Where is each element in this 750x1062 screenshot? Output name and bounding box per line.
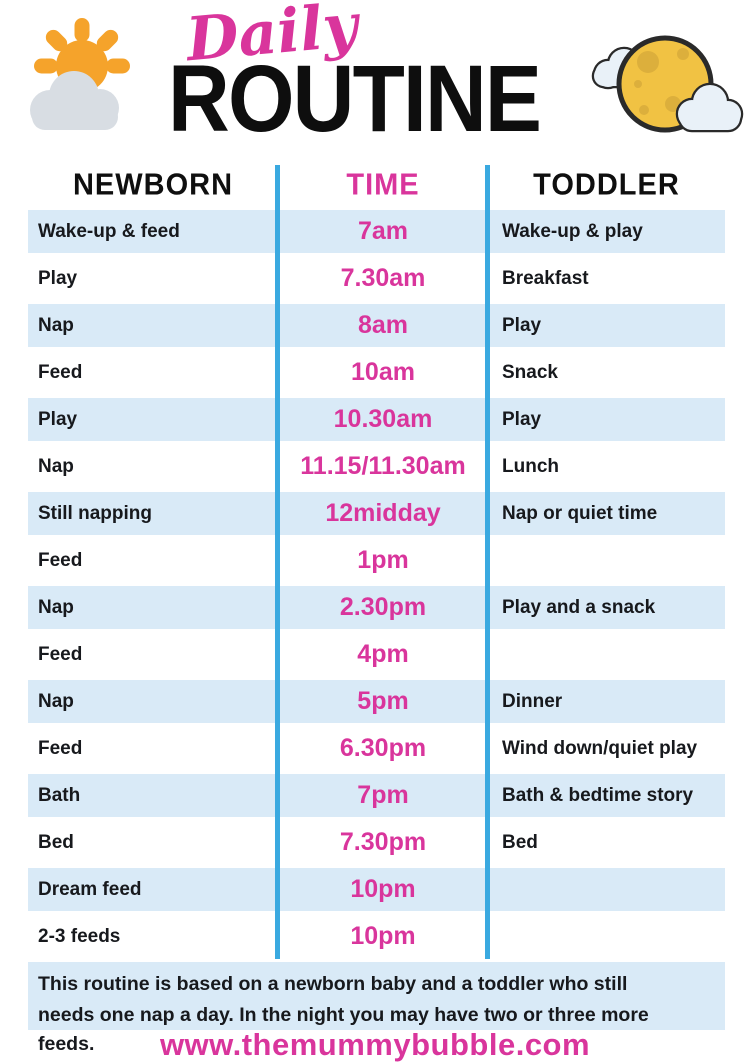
toddler-cell: Bed bbox=[502, 831, 538, 853]
footer-note-line2: needs one nap a day. In the night you ma… bbox=[38, 1004, 649, 1026]
table-row: Nap 5pm Dinner bbox=[28, 678, 725, 725]
table-header-row: NEWBORN TIME TODDLER bbox=[28, 163, 725, 208]
column-header-newborn: NEWBORN bbox=[72, 168, 234, 202]
table-row: Bath 7pm Bath & bedtime story bbox=[28, 772, 725, 819]
toddler-cell: Snack bbox=[502, 361, 558, 383]
toddler-cell: Nap or quiet time bbox=[502, 502, 658, 524]
toddler-cell: Lunch bbox=[502, 455, 559, 477]
toddler-cell: Bath & bedtime story bbox=[502, 784, 694, 806]
time-cell: 7am bbox=[357, 217, 409, 245]
table-row: Bed 7.30pm Bed bbox=[28, 819, 725, 866]
table-row: Nap 11.15/11.30am Lunch bbox=[28, 443, 725, 490]
newborn-cell: Feed bbox=[38, 643, 83, 665]
toddler-cell: Play and a snack bbox=[502, 596, 656, 618]
newborn-cell: Bath bbox=[38, 784, 81, 806]
column-header-time: TIME bbox=[346, 168, 420, 202]
table-row: Feed 4pm bbox=[28, 631, 725, 678]
table-row: Play 7.30am Breakfast bbox=[28, 255, 725, 302]
newborn-cell: Wake-up & feed bbox=[38, 220, 180, 242]
moon-with-clouds-icon bbox=[591, 35, 744, 133]
newborn-cell: Nap bbox=[38, 455, 74, 477]
newborn-cell: Feed bbox=[38, 737, 83, 759]
toddler-cell: Play bbox=[502, 408, 542, 430]
newborn-cell: Nap bbox=[38, 596, 74, 618]
time-cell: 10pm bbox=[350, 922, 416, 950]
table-row: Nap 2.30pm Play and a snack bbox=[28, 584, 725, 631]
toddler-cell: Dinner bbox=[502, 690, 563, 712]
table-row: Feed 10am Snack bbox=[28, 349, 725, 396]
newborn-cell: Nap bbox=[38, 314, 74, 336]
table-row: Feed 1pm bbox=[28, 537, 725, 584]
toddler-cell: Breakfast bbox=[502, 267, 589, 289]
toddler-cell: Wake-up & play bbox=[502, 220, 643, 242]
table-row: Dream feed 10pm bbox=[28, 866, 725, 913]
newborn-cell: 2-3 feeds bbox=[38, 925, 121, 947]
time-cell: 5pm bbox=[357, 687, 409, 715]
table-row: 2-3 feeds 10pm bbox=[28, 913, 725, 960]
toddler-cell: Wind down/quiet play bbox=[502, 737, 698, 759]
newborn-cell: Nap bbox=[38, 690, 74, 712]
newborn-cell: Bed bbox=[38, 831, 74, 853]
time-cell: 1pm bbox=[357, 546, 409, 574]
newborn-cell: Feed bbox=[38, 549, 83, 571]
newborn-cell: Play bbox=[38, 267, 78, 289]
table-body: Wake-up & feed 7am Wake-up & play Play 7… bbox=[28, 208, 725, 960]
time-cell: 7.30am bbox=[340, 264, 426, 292]
column-divider-right bbox=[485, 165, 490, 959]
column-header-toddler: TODDLER bbox=[533, 168, 680, 202]
footer-note-box: This routine is based on a newborn baby … bbox=[28, 962, 725, 1030]
toddler-cell: Play bbox=[502, 314, 542, 336]
footer-note-line3: feeds. bbox=[38, 1033, 95, 1055]
table-row: Play 10.30am Play bbox=[28, 396, 725, 443]
time-cell: 7.30pm bbox=[339, 828, 427, 856]
website-link[interactable]: www.themummybubble.com bbox=[159, 1027, 591, 1062]
time-cell: 2.30pm bbox=[339, 593, 427, 621]
newborn-cell: Play bbox=[38, 408, 78, 430]
newborn-cell: Still napping bbox=[38, 502, 152, 524]
header: Daily ROUTINE bbox=[0, 0, 750, 162]
time-cell: 10am bbox=[351, 358, 415, 386]
table-row: Feed 6.30pm Wind down/quiet play bbox=[28, 725, 725, 772]
page-title: ROUTINE bbox=[168, 46, 542, 152]
time-cell: 4pm bbox=[357, 640, 409, 668]
time-cell: 10.30am bbox=[333, 405, 433, 433]
newborn-cell: Dream feed bbox=[38, 878, 142, 900]
column-divider-left bbox=[275, 165, 280, 959]
time-cell: 11.15/11.30am bbox=[300, 452, 466, 480]
routine-table: NEWBORN TIME TODDLER Wake-up & feed 7am … bbox=[28, 163, 725, 960]
footer-note-line1: This routine is based on a newborn baby … bbox=[38, 973, 628, 995]
time-cell: 12midday bbox=[325, 499, 441, 527]
time-cell: 10pm bbox=[350, 875, 416, 903]
table-row: Nap 8am Play bbox=[28, 302, 725, 349]
sun-behind-cloud-icon bbox=[30, 18, 130, 130]
table-row: Wake-up & feed 7am Wake-up & play bbox=[28, 208, 725, 255]
newborn-cell: Feed bbox=[38, 361, 83, 383]
time-cell: 6.30pm bbox=[339, 734, 427, 762]
time-cell: 8am bbox=[357, 311, 409, 339]
table-row: Still napping 12midday Nap or quiet time bbox=[28, 490, 725, 537]
time-cell: 7pm bbox=[357, 781, 409, 809]
